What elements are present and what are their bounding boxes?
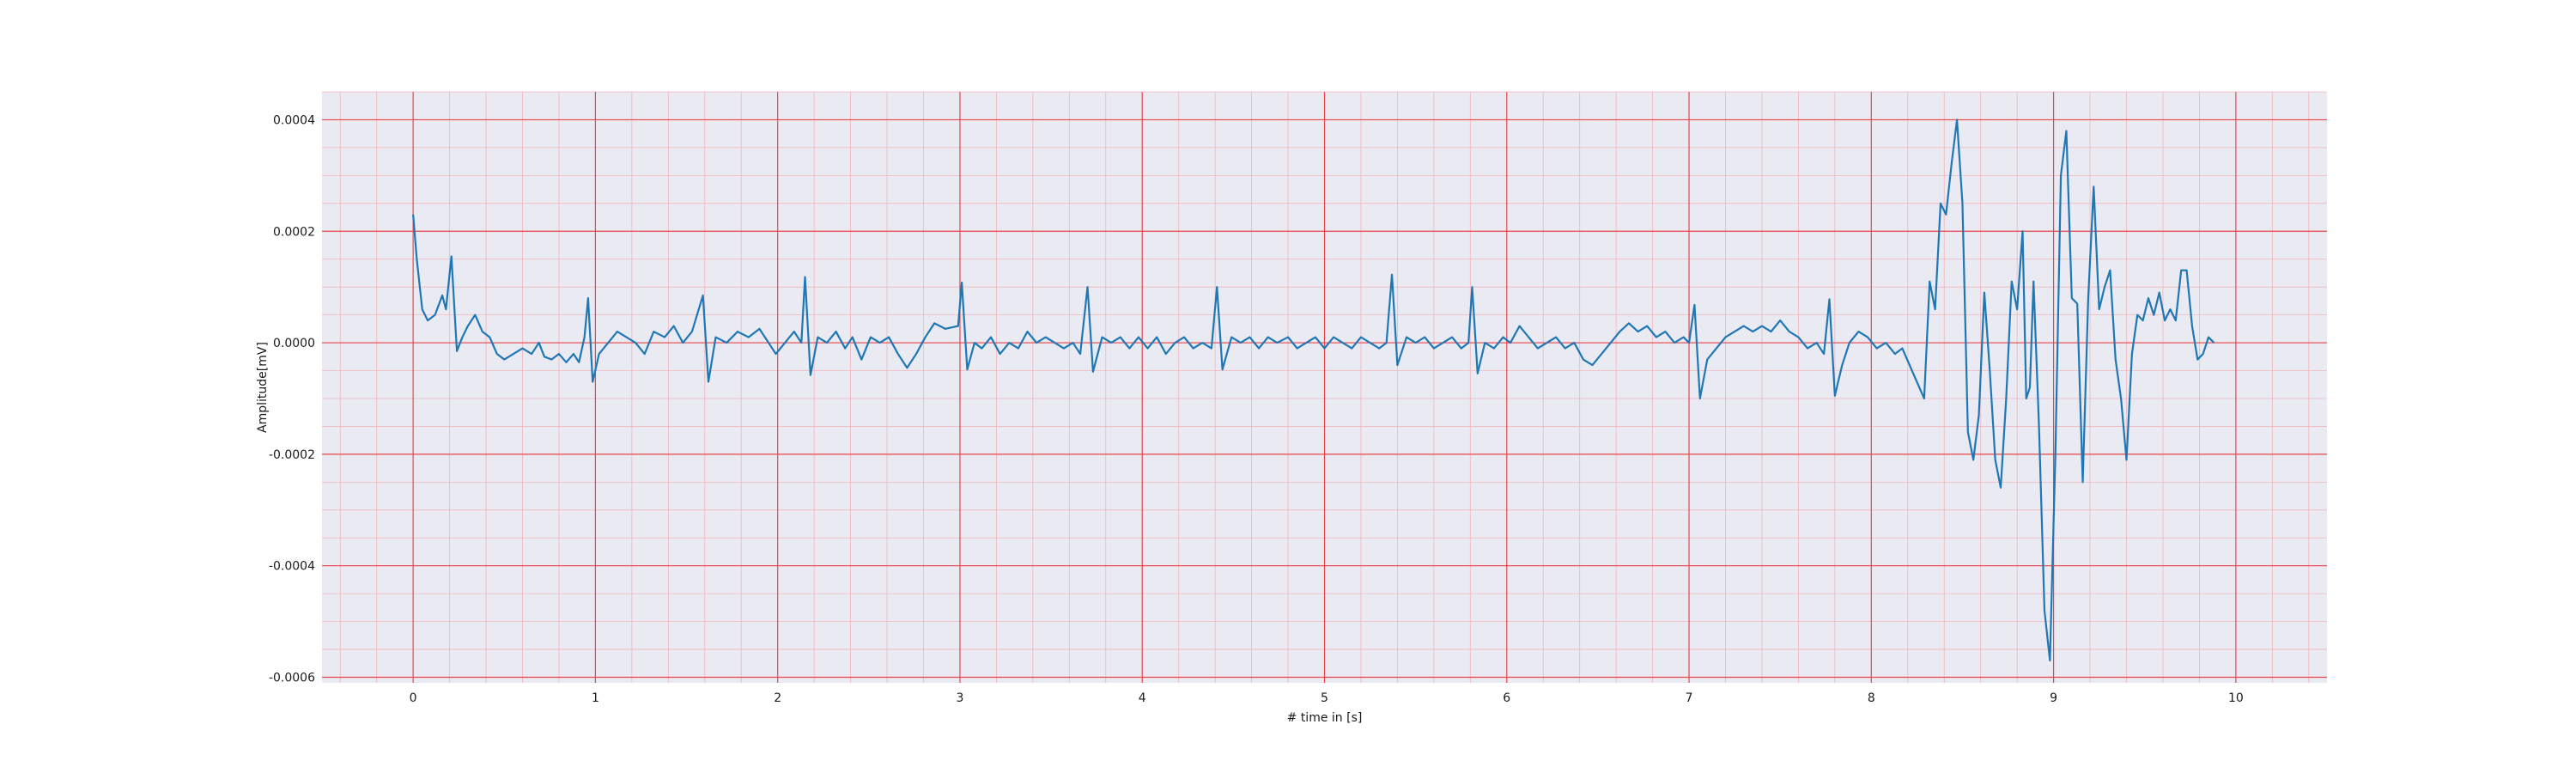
y-tick-label: -0.0002 (269, 448, 315, 462)
y-tick-label: -0.0004 (269, 560, 315, 574)
x-tick-label: 4 (1139, 691, 1146, 705)
x-tick-label: 5 (1321, 691, 1328, 705)
x-tick-label: 3 (956, 691, 963, 705)
x-tick-label: 2 (774, 691, 781, 705)
y-tick-label: 0.0000 (273, 337, 315, 350)
x-tick-label: 9 (2050, 691, 2057, 705)
y-axis-label: Amplitude[mV] (256, 342, 270, 433)
x-tick-label: 0 (410, 691, 417, 705)
x-tick-label: 7 (1686, 691, 1693, 705)
y-tick-label: 0.0004 (273, 113, 315, 127)
x-tick-label: 6 (1503, 691, 1510, 705)
y-axis-ticks: -0.0006 -0.0004 -0.0002 0.0000 0.0002 0.0004 (269, 113, 315, 685)
x-tick-label: 10 (2228, 691, 2244, 705)
x-tick-label: 8 (1868, 691, 1875, 705)
x-axis-label: # time in [s] (1287, 711, 1363, 725)
y-tick-label: -0.0006 (269, 672, 315, 685)
x-axis-ticks: 0 1 2 3 4 5 6 7 8 9 10 (410, 691, 2244, 705)
y-tick-label: 0.0002 (273, 225, 315, 239)
x-tick-label: 1 (592, 691, 599, 705)
